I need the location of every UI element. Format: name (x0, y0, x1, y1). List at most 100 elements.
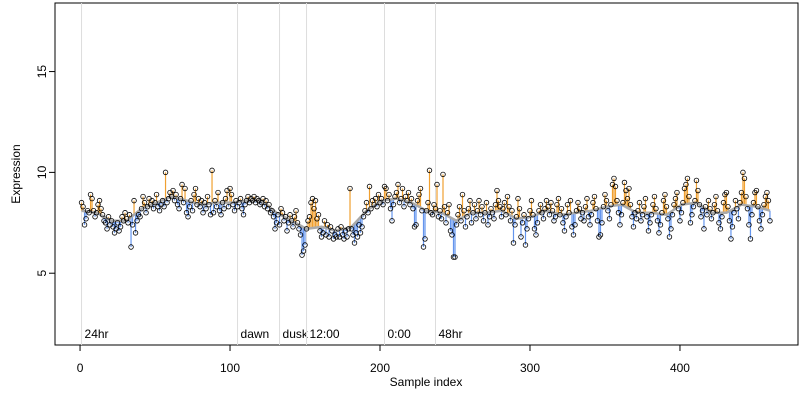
point (138, 205, 145, 212)
point (270, 214, 277, 220)
point (105, 214, 112, 220)
point (570, 232, 577, 238)
point (126, 212, 133, 218)
point (302, 242, 308, 248)
point (293, 208, 299, 214)
point (684, 175, 691, 182)
point (366, 183, 373, 190)
point (603, 197, 610, 204)
point (348, 226, 355, 232)
point (423, 208, 430, 214)
point (440, 171, 446, 178)
point (468, 220, 475, 226)
point (650, 201, 656, 208)
point (726, 218, 733, 224)
point (531, 226, 538, 232)
point (587, 222, 593, 228)
point (345, 226, 352, 232)
point (455, 212, 461, 218)
point (458, 218, 464, 224)
point (740, 169, 746, 176)
point (489, 210, 496, 216)
point (753, 187, 760, 194)
point (491, 216, 497, 222)
point (482, 210, 488, 216)
point (417, 185, 424, 192)
point (707, 205, 713, 212)
point (141, 199, 148, 206)
point (711, 201, 718, 208)
point (162, 169, 169, 176)
point (303, 226, 310, 232)
point (197, 203, 203, 210)
point (629, 214, 635, 220)
trend-line (81, 195, 771, 233)
point (414, 197, 421, 204)
point (548, 199, 554, 206)
point (582, 203, 589, 210)
point (179, 181, 185, 188)
point (407, 201, 413, 208)
point (564, 201, 571, 208)
point (114, 220, 121, 226)
y-tick-label: 10 (35, 165, 49, 179)
point (218, 212, 224, 218)
point (590, 199, 596, 206)
point (581, 218, 587, 224)
point (714, 208, 721, 214)
x-tick-label: 200 (370, 361, 390, 375)
point (450, 254, 457, 260)
point (656, 230, 662, 236)
point (413, 222, 419, 228)
point (560, 220, 566, 226)
point (767, 218, 773, 224)
point (129, 222, 136, 228)
point (104, 226, 110, 232)
point (227, 185, 233, 192)
point (486, 214, 493, 220)
point (321, 218, 328, 224)
point (639, 212, 646, 218)
point (405, 189, 412, 196)
point (333, 234, 340, 240)
x-tick-label: 400 (670, 361, 690, 375)
point (743, 193, 749, 200)
point (461, 208, 467, 214)
point (86, 210, 92, 216)
point (710, 210, 716, 216)
point (81, 222, 88, 228)
point (630, 224, 637, 230)
point (410, 205, 416, 212)
point (441, 203, 448, 210)
point (606, 216, 613, 222)
x-axis-label: Sample index (390, 375, 463, 389)
point (479, 203, 485, 210)
point (297, 232, 304, 238)
point (719, 214, 725, 220)
point (519, 220, 526, 226)
point (558, 205, 565, 212)
point (699, 208, 706, 214)
point (132, 230, 139, 236)
point (680, 199, 686, 206)
point (426, 167, 433, 174)
point (476, 197, 482, 204)
point (665, 216, 671, 222)
point (209, 167, 215, 174)
point (653, 205, 659, 212)
point (284, 228, 290, 234)
point (470, 210, 476, 216)
point (225, 203, 232, 210)
point (534, 220, 541, 226)
point (540, 216, 547, 222)
point (611, 175, 617, 182)
point (128, 244, 134, 250)
point (192, 185, 199, 192)
point (516, 205, 523, 212)
point (698, 214, 704, 220)
point (494, 187, 500, 194)
point (177, 195, 184, 202)
point (663, 203, 670, 210)
point (678, 210, 685, 216)
